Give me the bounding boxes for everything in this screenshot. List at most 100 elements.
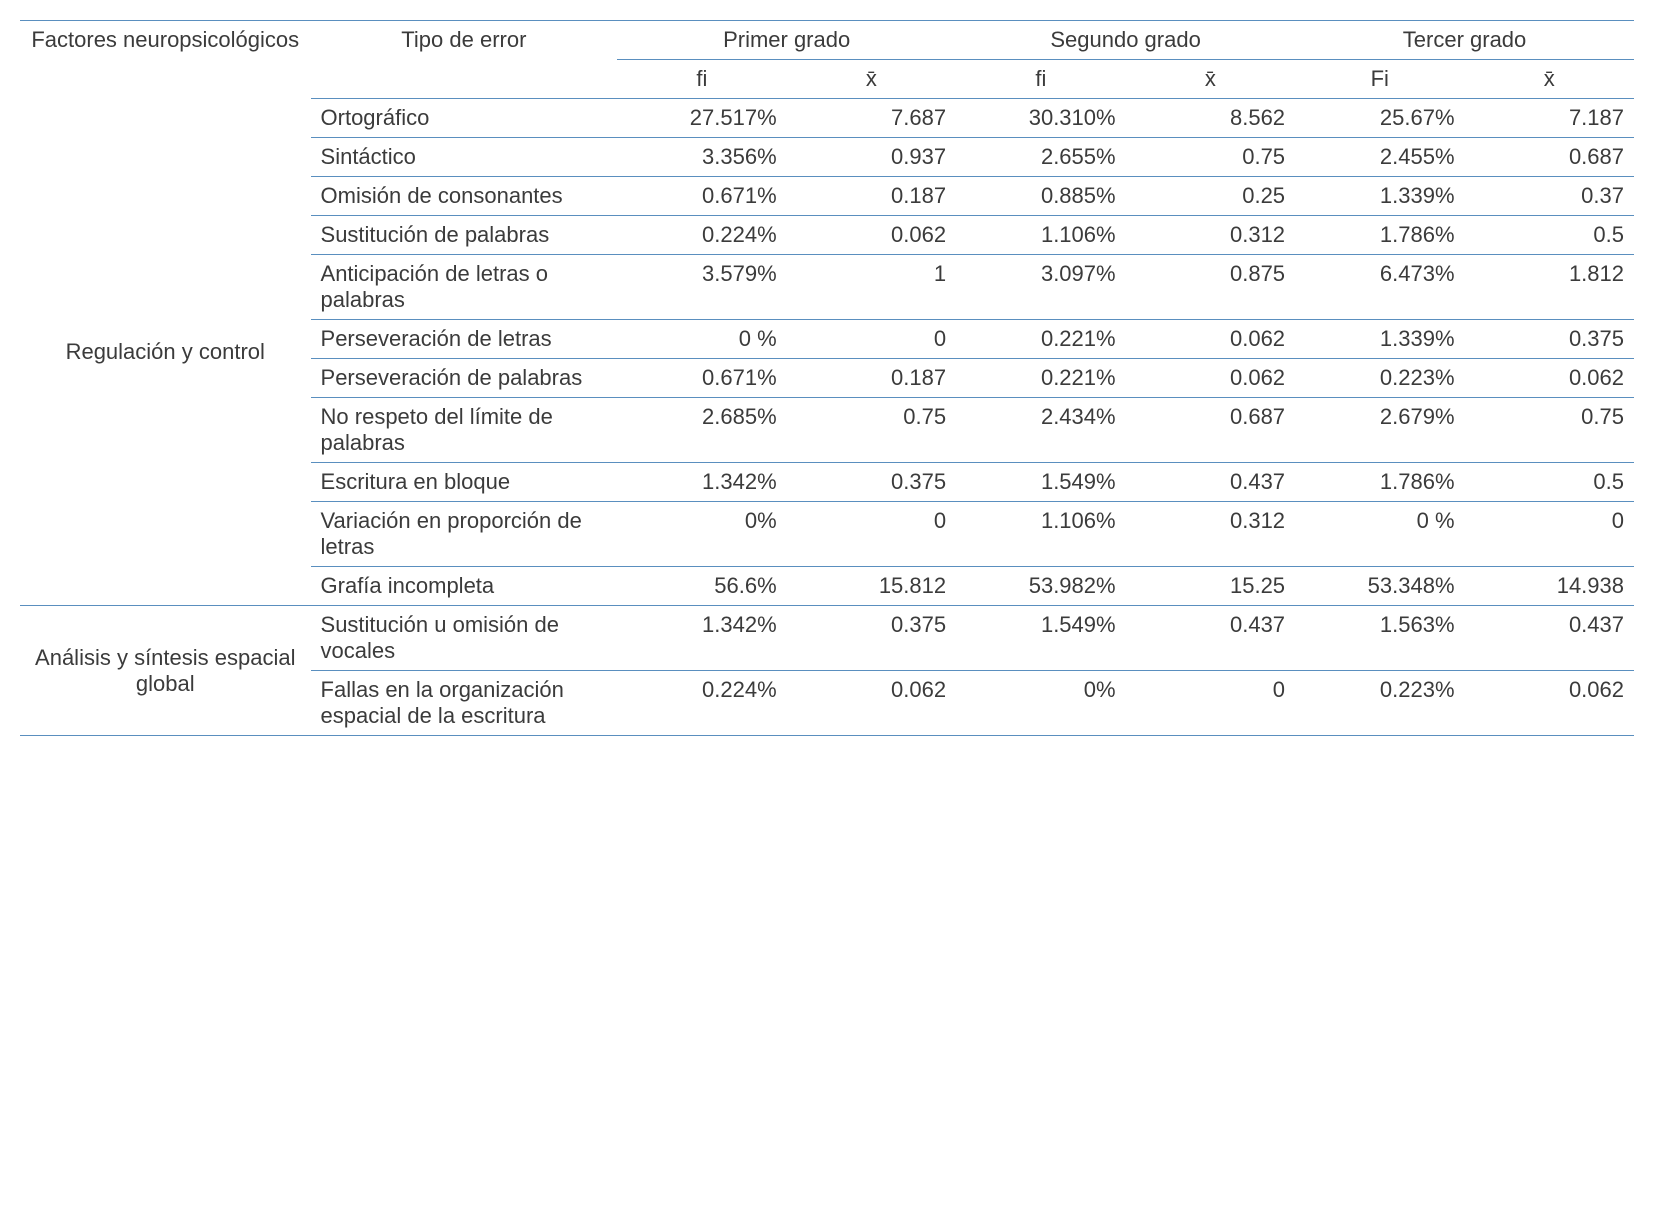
value-cell: 15.25 xyxy=(1126,567,1295,606)
value-cell: 0.437 xyxy=(1126,606,1295,671)
value-cell: 0.885% xyxy=(956,177,1125,216)
tipo-cell: Grafía incompleta xyxy=(311,567,618,606)
value-cell: 1.342% xyxy=(617,606,786,671)
value-cell: 0.687 xyxy=(1465,138,1634,177)
value-cell: 0.671% xyxy=(617,359,786,398)
value-cell: 3.356% xyxy=(617,138,786,177)
value-cell: 0 % xyxy=(1295,502,1464,567)
value-cell: 0.75 xyxy=(1126,138,1295,177)
col-header-tipo: Tipo de error xyxy=(311,21,618,99)
value-cell: 0.312 xyxy=(1126,216,1295,255)
col-sub-x2: x̄ xyxy=(1126,60,1295,99)
value-cell: 0.875 xyxy=(1126,255,1295,320)
value-cell: 0.187 xyxy=(787,177,956,216)
col-header-grado-3: Tercer grado xyxy=(1295,21,1634,60)
value-cell: 0.062 xyxy=(1126,320,1295,359)
value-cell: 0.375 xyxy=(787,606,956,671)
value-cell: 1.342% xyxy=(617,463,786,502)
value-cell: 30.310% xyxy=(956,99,1125,138)
value-cell: 1.812 xyxy=(1465,255,1634,320)
value-cell: 1.786% xyxy=(1295,216,1464,255)
value-cell: 0.187 xyxy=(787,359,956,398)
value-cell: 0.75 xyxy=(1465,398,1634,463)
col-sub-fi1: fi xyxy=(617,60,786,99)
table-row: Regulación y controlOrtográfico27.517%7.… xyxy=(20,99,1634,138)
value-cell: 7.187 xyxy=(1465,99,1634,138)
tipo-cell: Sintáctico xyxy=(311,138,618,177)
value-cell: 27.517% xyxy=(617,99,786,138)
value-cell: 1.786% xyxy=(1295,463,1464,502)
value-cell: 0.223% xyxy=(1295,671,1464,736)
value-cell: 8.562 xyxy=(1126,99,1295,138)
col-sub-Fi: Fi xyxy=(1295,60,1464,99)
value-cell: 0.437 xyxy=(1465,606,1634,671)
value-cell: 3.097% xyxy=(956,255,1125,320)
value-cell: 0.25 xyxy=(1126,177,1295,216)
value-cell: 0% xyxy=(956,671,1125,736)
value-cell: 0.062 xyxy=(1465,359,1634,398)
col-sub-x1: x̄ xyxy=(787,60,956,99)
value-cell: 1.563% xyxy=(1295,606,1464,671)
value-cell: 0.37 xyxy=(1465,177,1634,216)
value-cell: 15.812 xyxy=(787,567,956,606)
col-header-grado-2: Segundo grado xyxy=(956,21,1295,60)
value-cell: 2.679% xyxy=(1295,398,1464,463)
value-cell: 0.5 xyxy=(1465,463,1634,502)
value-cell: 0 xyxy=(1465,502,1634,567)
value-cell: 0.437 xyxy=(1126,463,1295,502)
value-cell: 6.473% xyxy=(1295,255,1464,320)
value-cell: 0% xyxy=(617,502,786,567)
value-cell: 2.685% xyxy=(617,398,786,463)
value-cell: 0.671% xyxy=(617,177,786,216)
tipo-cell: Sustitución de palabras xyxy=(311,216,618,255)
value-cell: 0.937 xyxy=(787,138,956,177)
value-cell: 0.221% xyxy=(956,320,1125,359)
value-cell: 0 xyxy=(787,502,956,567)
value-cell: 0.062 xyxy=(1465,671,1634,736)
value-cell: 0.062 xyxy=(787,216,956,255)
col-sub-fi2: fi xyxy=(956,60,1125,99)
value-cell: 25.67% xyxy=(1295,99,1464,138)
value-cell: 0 % xyxy=(617,320,786,359)
value-cell: 2.455% xyxy=(1295,138,1464,177)
value-cell: 0.223% xyxy=(1295,359,1464,398)
tipo-cell: Ortográfico xyxy=(311,99,618,138)
value-cell: 1.339% xyxy=(1295,177,1464,216)
value-cell: 0.5 xyxy=(1465,216,1634,255)
value-cell: 1.339% xyxy=(1295,320,1464,359)
value-cell: 0.062 xyxy=(1126,359,1295,398)
value-cell: 56.6% xyxy=(617,567,786,606)
value-cell: 1.549% xyxy=(956,463,1125,502)
col-header-factores: Factores neuropsicológicos xyxy=(20,21,311,99)
tipo-cell: Perseveración de letras xyxy=(311,320,618,359)
value-cell: 0.687 xyxy=(1126,398,1295,463)
value-cell: 1.106% xyxy=(956,216,1125,255)
col-header-grado-1: Primer grado xyxy=(617,21,956,60)
tipo-cell: Fallas en la organización espacial de la… xyxy=(311,671,618,736)
tipo-cell: Variación en proporción de letras xyxy=(311,502,618,567)
table-row: Análisis y síntesis espacial globalSusti… xyxy=(20,606,1634,671)
tipo-cell: Escritura en bloque xyxy=(311,463,618,502)
value-cell: 0.312 xyxy=(1126,502,1295,567)
value-cell: 1 xyxy=(787,255,956,320)
value-cell: 0.224% xyxy=(617,216,786,255)
value-cell: 7.687 xyxy=(787,99,956,138)
tipo-cell: Sustitución u omisión de vocales xyxy=(311,606,618,671)
value-cell: 0 xyxy=(1126,671,1295,736)
value-cell: 0.375 xyxy=(787,463,956,502)
data-table: Factores neuropsicológicos Tipo de error… xyxy=(20,20,1634,736)
value-cell: 0 xyxy=(787,320,956,359)
value-cell: 0.75 xyxy=(787,398,956,463)
tipo-cell: No respeto del límite de palabras xyxy=(311,398,618,463)
value-cell: 2.434% xyxy=(956,398,1125,463)
value-cell: 0.221% xyxy=(956,359,1125,398)
value-cell: 53.348% xyxy=(1295,567,1464,606)
value-cell: 3.579% xyxy=(617,255,786,320)
value-cell: 0.224% xyxy=(617,671,786,736)
value-cell: 53.982% xyxy=(956,567,1125,606)
value-cell: 1.106% xyxy=(956,502,1125,567)
tipo-cell: Anticipación de letras o palabras xyxy=(311,255,618,320)
col-sub-x3: x̄ xyxy=(1465,60,1634,99)
tipo-cell: Omisión de consonantes xyxy=(311,177,618,216)
factor-cell: Regulación y control xyxy=(20,99,311,606)
